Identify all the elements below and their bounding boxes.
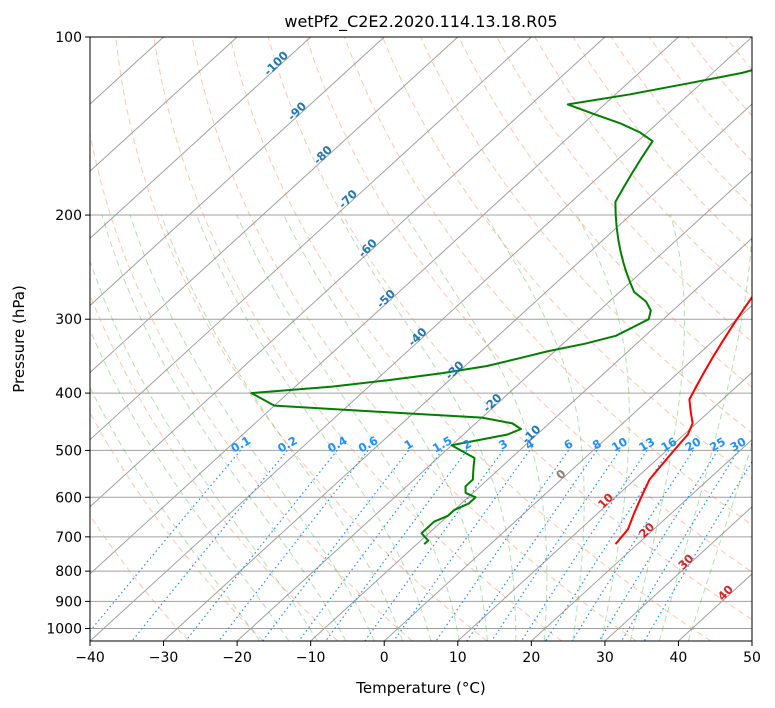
x-tick-label: 50	[743, 650, 761, 666]
y-tick-label: 100	[55, 30, 82, 46]
isotherm-line	[604, 506, 752, 641]
isotherm-line	[530, 438, 752, 641]
moist-adiabat	[687, 443, 752, 641]
mixing-ratio-line	[435, 450, 569, 641]
mixing-ratio-line	[262, 450, 409, 641]
y-tick-label: 900	[55, 594, 82, 610]
mixing-ratio-label: 36	[748, 434, 769, 454]
mixing-ratio-label: 10	[609, 434, 630, 454]
moist-adiabat	[629, 214, 685, 641]
dry-adiabat	[90, 411, 264, 641]
moist-adiabat	[405, 214, 548, 641]
isotherm-line	[90, 37, 385, 307]
x-tick-label: 40	[670, 650, 688, 666]
x-axis-title: Temperature (°C)	[355, 679, 485, 697]
isotherm-line	[90, 37, 679, 575]
dry-adiabat	[115, 37, 488, 641]
x-tick-label: −30	[149, 650, 179, 666]
dry-adiabat	[90, 131, 413, 641]
moist-adiabat	[129, 214, 375, 641]
isotherm-line	[90, 37, 459, 374]
isotherm-line	[90, 37, 532, 441]
mixing-ratio-line	[466, 450, 598, 641]
mixing-ratio-line	[325, 450, 468, 641]
x-tick-label: −10	[296, 650, 326, 666]
mixing-ratio-label: 16	[658, 434, 679, 454]
y-tick-label: 200	[55, 208, 82, 224]
mixing-ratio-line	[218, 450, 369, 641]
temperature-profile	[614, 295, 752, 545]
moist-adiabat	[484, 214, 585, 641]
y-tick-label: 700	[55, 530, 82, 546]
x-tick-label: 0	[380, 650, 389, 666]
isotherm-line	[90, 37, 606, 508]
dry-adiabat	[267, 37, 752, 621]
isotherm-line	[457, 371, 752, 641]
mixing-ratio-label: 25	[707, 434, 728, 454]
dewpoint-profile	[250, 69, 752, 545]
isotherm-line	[310, 237, 752, 641]
dry-adiabat	[229, 37, 712, 641]
dry-adiabat	[153, 37, 562, 641]
y-tick-label: 800	[55, 564, 82, 580]
dry-adiabat	[191, 37, 637, 641]
isotherm-line	[383, 304, 752, 641]
y-tick-label: 600	[55, 490, 82, 506]
isotherm-line	[90, 37, 752, 641]
mixing-ratio-line	[520, 450, 648, 641]
mixing-ratio-label: 20	[683, 434, 704, 454]
isotherm-line	[236, 170, 752, 641]
mixing-ratio-line	[643, 460, 752, 641]
mixing-ratio-label: 13	[636, 434, 657, 454]
moist-adiabat	[195, 214, 432, 641]
axes-layer: −40 −30 −20 −10 0 10 20 30 40 50 100 200 300 400 500 60…	[46, 30, 761, 666]
isotherm-line	[163, 103, 752, 641]
y-tick-label: 300	[55, 312, 82, 328]
x-tick-label: 10	[449, 650, 467, 666]
moist-adiabat	[160, 214, 404, 641]
moist-adiabat	[101, 214, 347, 641]
y-axis-title: Pressure (hPa)	[10, 285, 28, 393]
mixing-ratio-label: 30	[728, 434, 749, 454]
moist-adiabat	[576, 214, 630, 641]
dry-adiabat	[343, 37, 752, 526]
plot-layer: 0.10.20.40.611.52346810131620253036-100-…	[90, 37, 769, 641]
y-tick-label: 400	[55, 386, 82, 402]
dry-adiabat	[90, 514, 190, 641]
moist-adiabat	[338, 214, 517, 641]
moist-adiabat	[236, 214, 460, 641]
mixing-ratio-line	[491, 450, 621, 641]
plot-frame	[89, 36, 753, 642]
isotherm-line	[90, 37, 238, 172]
dry-adiabat	[305, 37, 752, 573]
mixing-ratio-line	[185, 450, 338, 641]
x-tick-label: −20	[222, 650, 252, 666]
dry-adiabat	[90, 293, 339, 641]
chart-title: wetPf2_C2E2.2020.114.13.18.R05	[284, 12, 557, 32]
mixing-ratio-line	[545, 450, 670, 641]
y-tick-label: 500	[55, 443, 82, 459]
mixing-ratio-line	[298, 450, 443, 641]
moist-adiabat	[90, 259, 318, 641]
isotherm-line	[90, 37, 312, 240]
moist-adiabat	[90, 328, 290, 641]
mixing-ratio-line	[571, 450, 694, 641]
y-tick-label: 1000	[46, 621, 82, 637]
x-tick-label: 20	[522, 650, 540, 666]
x-tick-label: −40	[75, 650, 105, 666]
x-tick-label: 30	[596, 650, 614, 666]
moist-adiabat	[90, 386, 261, 641]
